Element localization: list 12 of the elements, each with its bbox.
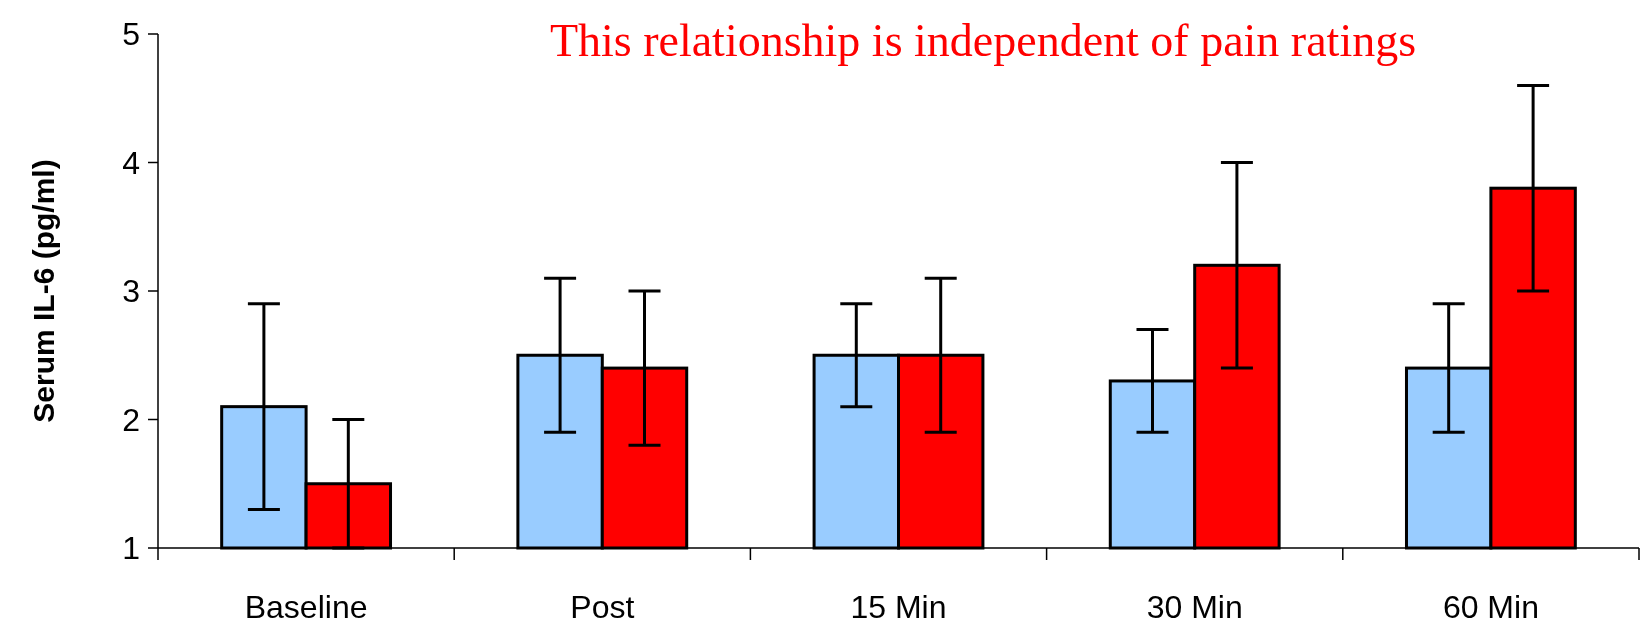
y-tick-label: 4: [122, 144, 140, 181]
chart-title: This relationship is independent of pain ratings: [549, 15, 1417, 66]
y-axis-title: Serum IL-6 (pg/ml): [27, 159, 60, 423]
y-tick-label: 5: [122, 16, 140, 53]
x-tick-label: 60 Min: [1442, 589, 1539, 625]
x-tick-label: Baseline: [244, 589, 368, 625]
x-tick-label: 30 Min: [1146, 589, 1243, 625]
x-tick-label: 15 Min: [850, 589, 947, 625]
y-tick-label: 1: [122, 530, 140, 567]
y-tick-label: 3: [122, 273, 140, 310]
y-tick-label: 2: [122, 401, 140, 438]
x-tick-label: Post: [570, 589, 635, 625]
